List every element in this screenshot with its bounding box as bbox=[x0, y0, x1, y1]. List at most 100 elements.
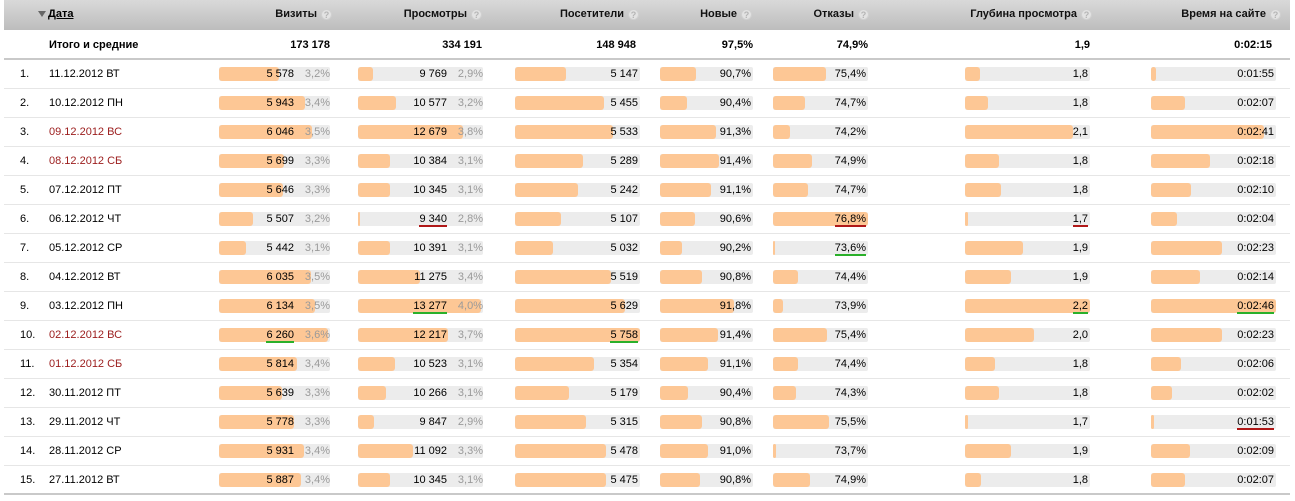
table-row[interactable]: 11. 01.12.2012 СБ 5 814 3,4% 10 523 3,1% 5 354… bbox=[4, 350, 1290, 379]
depth-bar: 2,1 bbox=[965, 125, 1090, 139]
column-header-new[interactable]: Новые? bbox=[700, 8, 752, 20]
visits-bar: 5 887 3,4% bbox=[219, 473, 330, 487]
table-row[interactable]: 15. 27.11.2012 ВТ 5 887 3,4% 10 345 3,1% 5 475… bbox=[4, 466, 1290, 495]
depth-bar-fill bbox=[965, 154, 999, 168]
table-row[interactable]: 2. 10.12.2012 ПН 5 943 3,4% 10 577 3,2% 5 455 9… bbox=[4, 89, 1290, 118]
table-row[interactable]: 14. 28.11.2012 СР 5 931 3,4% 11 092 3,3% 5 478… bbox=[4, 437, 1290, 466]
time-bar: 0:02:04 bbox=[1151, 212, 1276, 226]
table-row[interactable]: 13. 29.11.2012 ЧТ 5 778 3,3% 9 847 2,9% 5 315 9… bbox=[4, 408, 1290, 437]
time-bar: 0:02:18 bbox=[1151, 154, 1276, 168]
bounces-bar: 73,7% bbox=[773, 444, 868, 458]
help-icon[interactable]: ? bbox=[321, 9, 332, 20]
help-icon[interactable]: ? bbox=[741, 9, 752, 20]
time-value: 0:02:23 bbox=[1237, 242, 1274, 254]
row-date: 10.12.2012 ПН bbox=[49, 97, 123, 109]
visits-share: 3,2% bbox=[304, 213, 330, 225]
help-icon[interactable]: ? bbox=[858, 9, 869, 20]
column-header-date[interactable]: Дата bbox=[38, 8, 73, 20]
depth-bar-fill bbox=[965, 96, 988, 110]
bounces-value: 76,8% bbox=[834, 213, 866, 227]
time-bar-fill bbox=[1151, 67, 1156, 81]
table-row[interactable]: 9. 03.12.2012 ПН 6 134 3,5% 13 277 4,0% 5 629 9… bbox=[4, 292, 1290, 321]
visits-share: 3,5% bbox=[304, 300, 330, 312]
column-header-bounces[interactable]: Отказы? bbox=[813, 8, 869, 20]
visitors-bar-fill bbox=[515, 386, 569, 400]
bounces-value: 74,3% bbox=[834, 387, 866, 399]
date-sort-link[interactable]: Дата bbox=[48, 8, 74, 20]
table-row[interactable]: 4. 08.12.2012 СБ 5 699 3,3% 10 384 3,1% 5 289 9… bbox=[4, 147, 1290, 176]
views-bar-fill bbox=[358, 67, 373, 81]
time-bar: 0:02:09 bbox=[1151, 444, 1276, 458]
visits-value: 5 442 bbox=[266, 242, 294, 254]
new-bar-fill bbox=[660, 154, 719, 168]
table-row[interactable]: 1. 11.12.2012 ВТ 5 578 3,2% 9 769 2,9% 5 147 90… bbox=[4, 60, 1290, 89]
depth-bar-fill bbox=[965, 125, 1073, 139]
time-value: 0:02:04 bbox=[1237, 213, 1274, 225]
new-value: 91,1% bbox=[719, 184, 751, 196]
column-header-visits[interactable]: Визиты? bbox=[275, 8, 332, 20]
depth-value: 1,8 bbox=[1072, 474, 1088, 486]
depth-bar-fill bbox=[965, 241, 1023, 255]
new-bar: 91,0% bbox=[660, 444, 753, 458]
stats-table: Дата Визиты? Просмотры? Посетители? Новы… bbox=[4, 0, 1290, 495]
help-icon[interactable]: ? bbox=[628, 9, 639, 20]
help-icon[interactable]: ? bbox=[1081, 9, 1092, 20]
new-value: 90,8% bbox=[719, 416, 751, 428]
visitors-value: 5 147 bbox=[610, 68, 638, 80]
views-value: 10 577 bbox=[413, 97, 447, 109]
help-icon[interactable]: ? bbox=[1270, 9, 1281, 20]
row-number: 9. bbox=[20, 300, 30, 312]
help-icon[interactable]: ? bbox=[471, 9, 482, 20]
new-value: 90,8% bbox=[719, 271, 751, 283]
new-bar: 91,4% bbox=[660, 328, 753, 342]
table-row[interactable]: 7. 05.12.2012 СР 5 442 3,1% 10 391 3,1% 5 032 9… bbox=[4, 234, 1290, 263]
table-row[interactable]: 8. 04.12.2012 ВТ 6 035 3,5% 11 275 3,4% 5 519 9… bbox=[4, 263, 1290, 292]
depth-bar: 1,8 bbox=[965, 96, 1090, 110]
views-bar: 10 523 3,1% bbox=[358, 357, 483, 371]
depth-label: Глубина просмотра bbox=[970, 8, 1077, 20]
bounces-bar: 76,8% bbox=[773, 212, 868, 227]
visits-value: 5 931 bbox=[266, 445, 294, 457]
views-label: Просмотры bbox=[403, 8, 467, 20]
views-bar: 10 384 3,1% bbox=[358, 154, 483, 168]
depth-bar-fill bbox=[965, 212, 968, 226]
depth-bar-fill bbox=[965, 357, 995, 371]
row-date: 11.12.2012 ВТ bbox=[49, 68, 120, 80]
column-header-views[interactable]: Просмотры? bbox=[404, 8, 482, 20]
bounces-value: 73,7% bbox=[834, 445, 866, 457]
depth-bar-fill bbox=[965, 299, 1090, 313]
views-share: 3,3% bbox=[457, 445, 483, 457]
visitors-bar: 5 147 bbox=[515, 67, 640, 81]
row-date: 28.11.2012 СР bbox=[49, 445, 122, 457]
new-bar-fill bbox=[660, 444, 708, 458]
views-value: 11 275 bbox=[414, 271, 447, 283]
table-row[interactable]: 12. 30.11.2012 ПТ 5 639 3,3% 10 266 3,1% 5 179… bbox=[4, 379, 1290, 408]
time-value: 0:01:55 bbox=[1237, 68, 1274, 80]
column-header-depth[interactable]: Глубина просмотра? bbox=[970, 8, 1092, 20]
depth-value: 1,8 bbox=[1072, 358, 1088, 370]
table-row[interactable]: 6. 06.12.2012 ЧТ 5 507 3,2% 9 340 2,8% 5 107 90… bbox=[4, 205, 1290, 234]
visitors-bar-fill bbox=[515, 212, 561, 226]
table-row[interactable]: 5. 07.12.2012 ПТ 5 646 3,3% 10 345 3,1% 5 242 9… bbox=[4, 176, 1290, 205]
table-row[interactable]: 3. 09.12.2012 ВС 6 046 3,5% 12 679 3,8% 5 533 9… bbox=[4, 118, 1290, 147]
visitors-bar-fill bbox=[515, 357, 594, 371]
new-bar-fill bbox=[660, 212, 695, 226]
visitors-bar-fill bbox=[515, 67, 566, 81]
time-value: 0:02:41 bbox=[1237, 126, 1274, 138]
bounces-bar-fill bbox=[773, 67, 826, 81]
table-row[interactable]: 10. 02.12.2012 ВС 6 260 3,6% 12 217 3,7% 5 758… bbox=[4, 321, 1290, 350]
views-share: 2,9% bbox=[457, 416, 483, 428]
new-value: 90,6% bbox=[719, 213, 751, 225]
column-header-visitors[interactable]: Посетители? bbox=[560, 8, 639, 20]
visitors-value: 5 315 bbox=[610, 416, 638, 428]
column-header-time[interactable]: Время на сайте? bbox=[1181, 8, 1281, 20]
views-bar-fill bbox=[358, 328, 448, 342]
sort-desc-icon[interactable] bbox=[38, 11, 46, 17]
visits-bar-fill bbox=[219, 212, 253, 226]
bounces-bar: 74,7% bbox=[773, 96, 868, 110]
visitors-bar-fill bbox=[515, 241, 553, 255]
views-share: 3,1% bbox=[457, 242, 483, 254]
bounces-value: 73,6% bbox=[834, 242, 866, 256]
visitors-bar: 5 179 bbox=[515, 386, 640, 400]
visitors-bar-fill bbox=[515, 154, 583, 168]
